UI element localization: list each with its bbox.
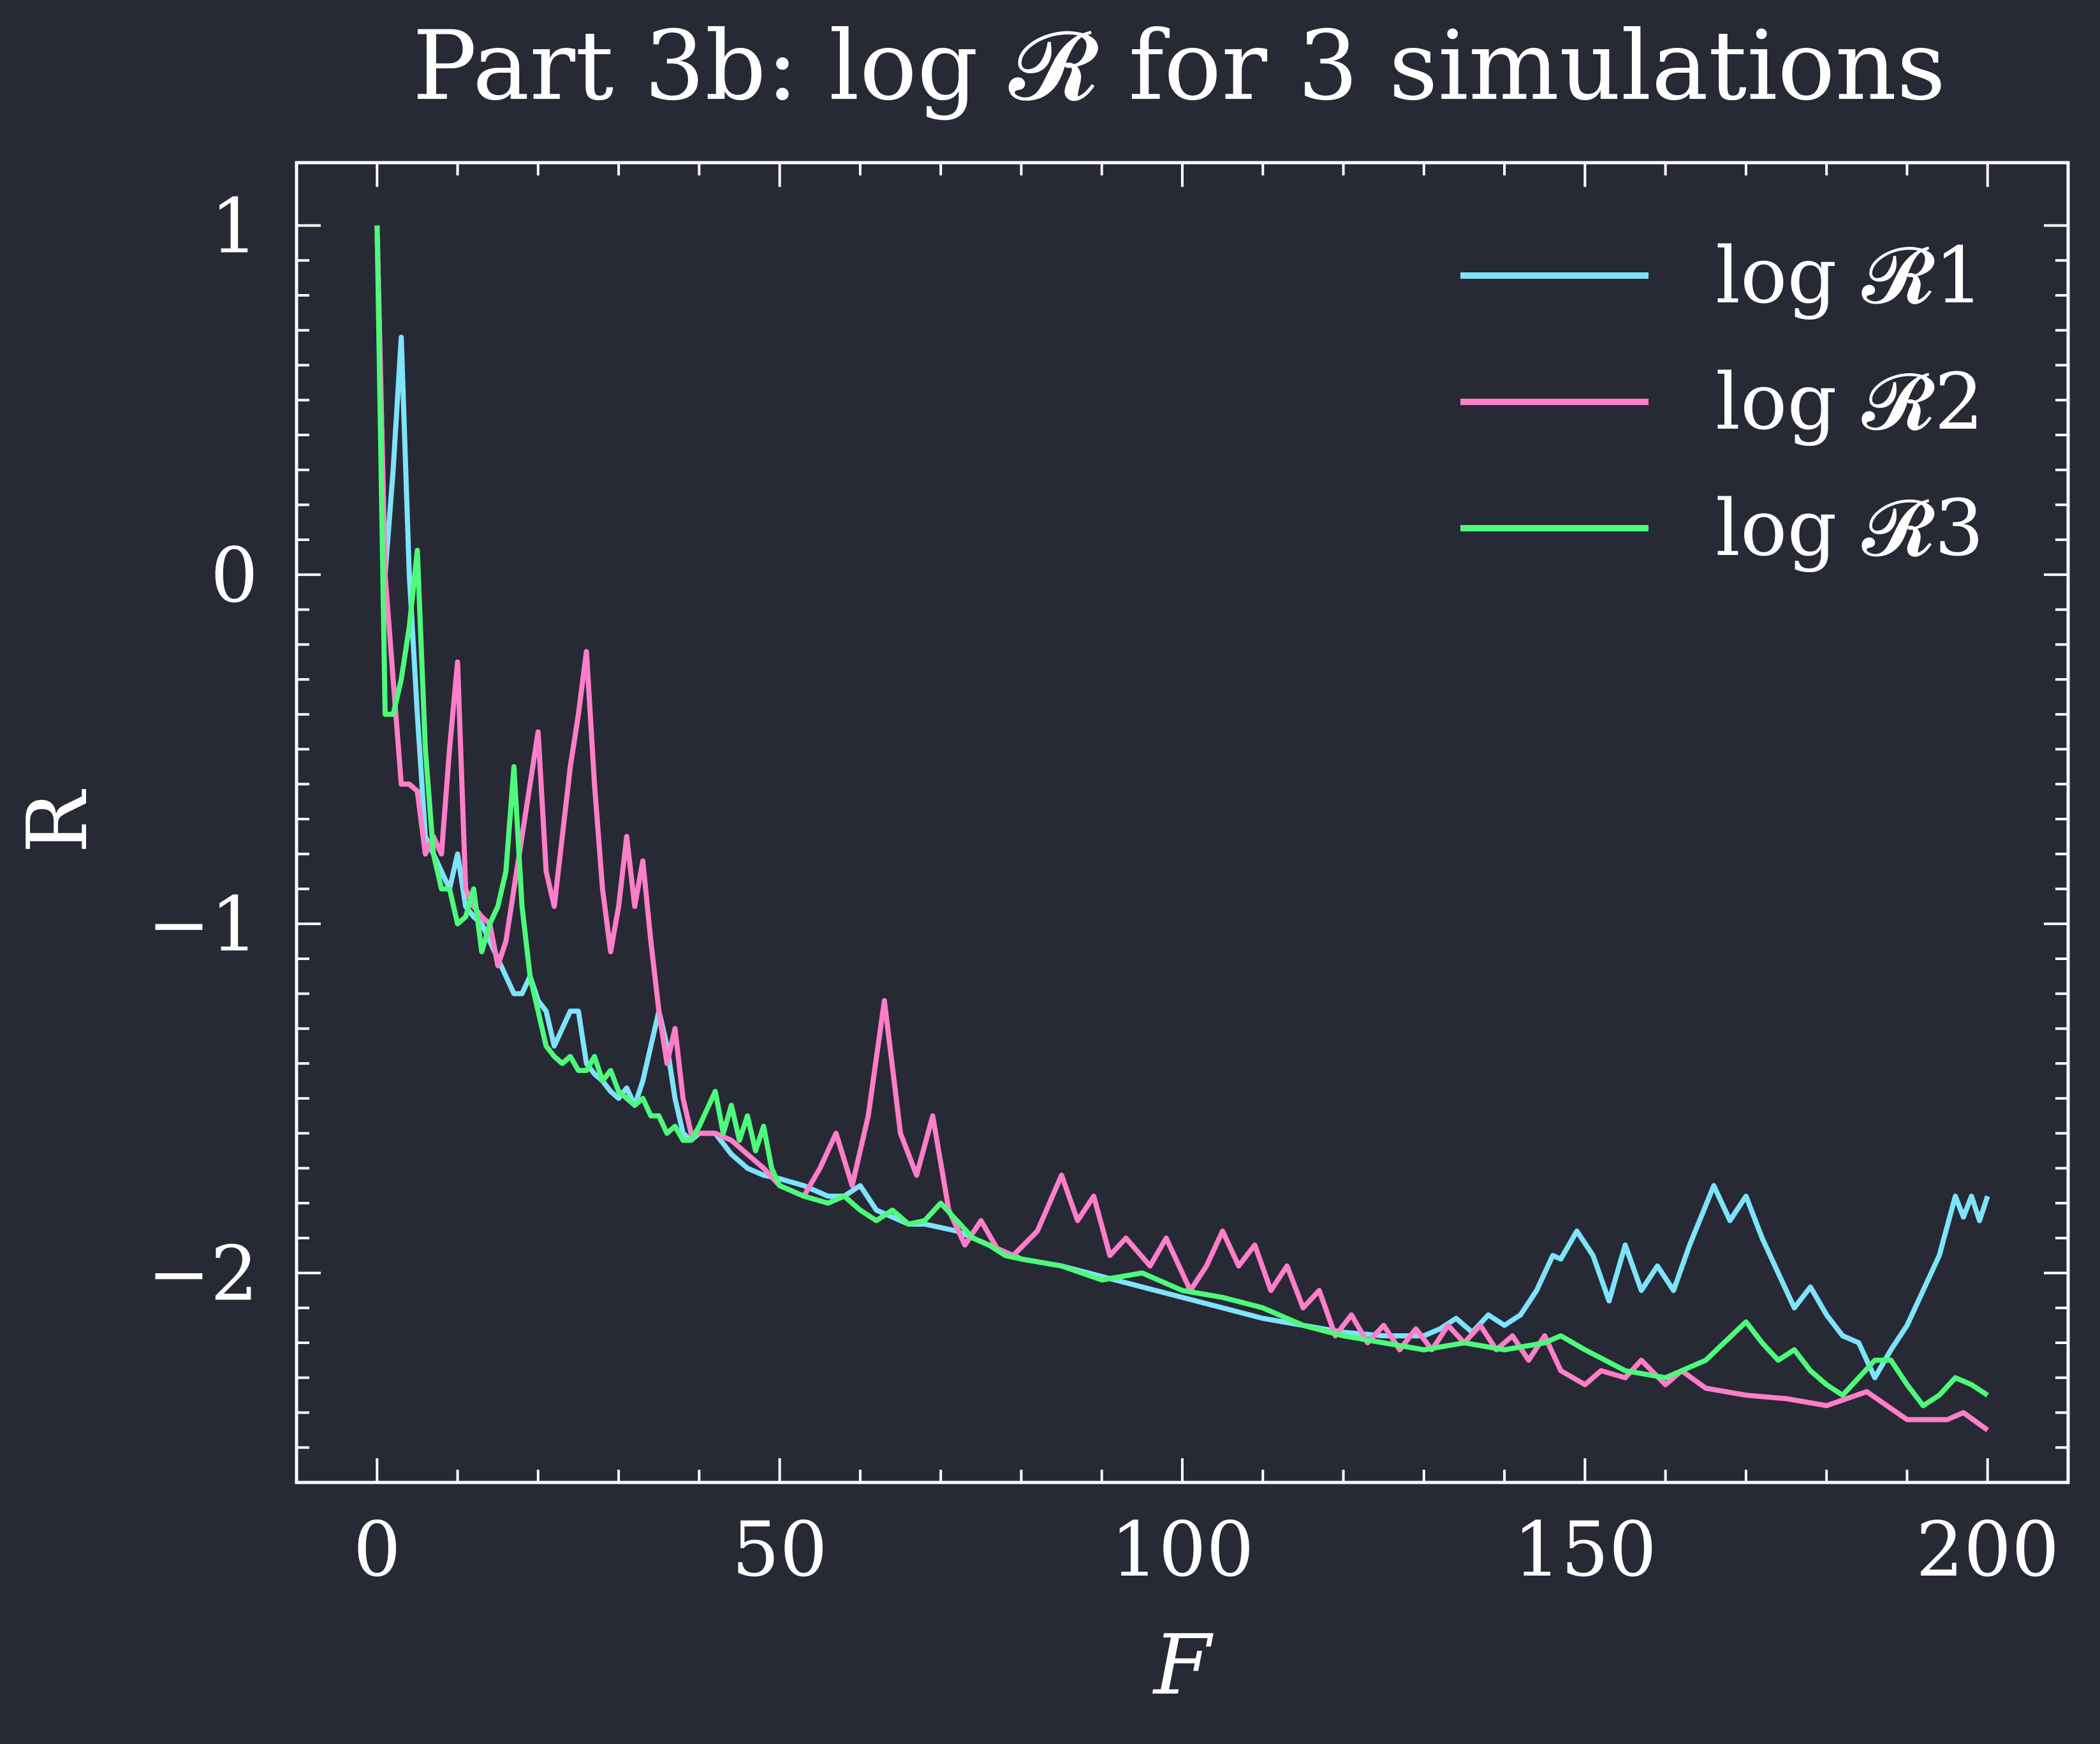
x-tick-label: 50 [732, 1505, 828, 1593]
legend-label-1: log 𝓡1 [1715, 230, 1984, 321]
y-tick-label: 0 [210, 531, 258, 619]
y-tick-label: 1 [210, 182, 258, 270]
y-axis-label: R [9, 789, 106, 854]
legend-label-2: log 𝓡2 [1715, 357, 1984, 447]
axis-ticks [297, 163, 2068, 1482]
legend-label-3: log 𝓡3 [1715, 483, 1984, 573]
tick-labels: 0 50 100 150 200 1 0 −1 −2 [147, 182, 2059, 1593]
x-tick-label: 150 [1513, 1505, 1657, 1593]
y-tick-label: −1 [147, 880, 258, 968]
series-line-1 [374, 225, 1990, 1380]
plot-lines [374, 225, 1990, 1433]
y-tick-label: −2 [147, 1230, 258, 1318]
x-tick-label: 200 [1916, 1505, 2059, 1593]
x-tick-label: 100 [1110, 1505, 1254, 1593]
chart-title: Part 3b: log 𝓡 for 3 simulations [413, 11, 1946, 122]
legend: log 𝓡1 log 𝓡2 log 𝓡3 [1460, 230, 1984, 573]
x-axis-label: F [1152, 1616, 1214, 1713]
x-tick-label: 0 [353, 1505, 401, 1593]
series-line-3 [374, 225, 1989, 1408]
